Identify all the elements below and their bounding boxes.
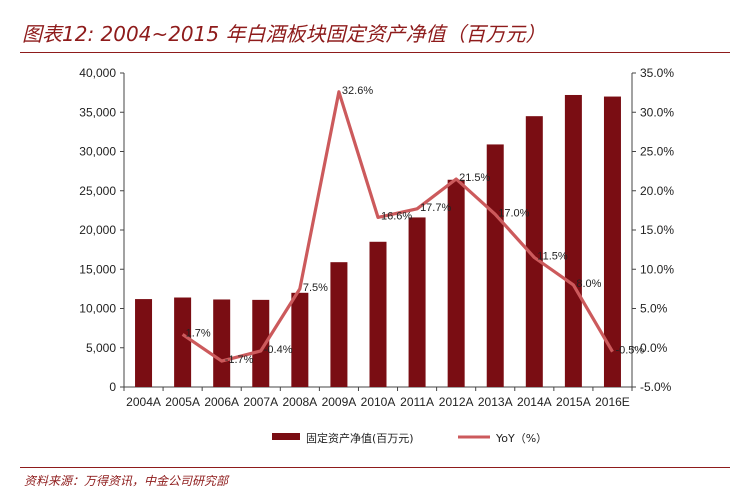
chart-title: 图表12: 2004~2015 年白酒板块固定资产净值（百万元） xyxy=(22,22,546,46)
yoy-data-label: -1.7% xyxy=(225,354,254,366)
x-tick-label: 2009A xyxy=(322,395,357,409)
y-left-tick-label: 5,000 xyxy=(86,341,116,355)
yoy-line xyxy=(181,90,614,363)
y-left-tick-label: 25,000 xyxy=(79,184,116,198)
bar xyxy=(330,262,348,387)
bar xyxy=(447,179,465,387)
bar xyxy=(486,144,504,387)
legend-bar-swatch xyxy=(272,433,300,440)
bar xyxy=(252,299,270,387)
yoy-data-label: -0.4% xyxy=(264,344,293,356)
x-tick-label: 2011A xyxy=(400,395,434,409)
y-left-tick-label: 0 xyxy=(109,380,116,394)
bar xyxy=(525,116,543,388)
yoy-data-label: 17.7% xyxy=(420,202,451,214)
y-left-tick-label: 30,000 xyxy=(79,145,116,159)
yoy-data-label: 8.0% xyxy=(576,278,601,290)
x-tick-label: 2008A xyxy=(282,395,317,409)
y-right-tick-label: 25.0% xyxy=(640,145,674,159)
y-right-tick-label: 0.0% xyxy=(640,341,668,355)
bar xyxy=(291,292,309,387)
y-right-tick-label: 35.0% xyxy=(640,66,674,80)
x-tick-label: 2013A xyxy=(478,395,513,409)
x-tick-label: 2012A xyxy=(439,395,474,409)
bar xyxy=(564,94,582,388)
yoy-data-label: 32.6% xyxy=(342,85,373,97)
combo-chart: 0 5,000 10,000 15,000 20,000 25,000 30,000 35,0… xyxy=(79,66,674,445)
x-tick-label: 2005A xyxy=(165,395,200,409)
chart-header: 图表12: 2004~2015 年白酒板块固定资产净值（百万元） xyxy=(0,0,750,57)
y-right-tick-label: 10.0% xyxy=(640,262,674,276)
y-left-tick-label: 20,000 xyxy=(79,223,116,237)
x-tick-label: 2016E xyxy=(595,395,630,409)
y-right-tick-label: -5.0% xyxy=(640,380,672,394)
yoy-data-label: -0.5% xyxy=(615,345,644,357)
y-left-tick-label: 10,000 xyxy=(79,302,116,316)
bar xyxy=(408,217,426,387)
source-note: 资料来源：万得资讯，中金公司研究部 xyxy=(24,474,229,488)
x-tick-label: 2014A xyxy=(517,395,552,409)
bar xyxy=(369,241,387,387)
yoy-data-label: 1.7% xyxy=(186,327,211,339)
yoy-data-label: 11.5% xyxy=(537,250,568,262)
y-right-tick-label: 15.0% xyxy=(640,223,674,237)
yoy-data-label: 7.5% xyxy=(303,282,328,294)
x-tick-label: 2015A xyxy=(556,395,591,409)
x-tick-label: 2004A xyxy=(126,395,161,409)
x-tick-label: 2010A xyxy=(361,395,396,409)
chart-area: 0 5,000 10,000 15,000 20,000 25,000 30,000 35,0… xyxy=(0,57,750,462)
y-left-tick-label: 15,000 xyxy=(79,262,116,276)
yoy-data-label: 16.6% xyxy=(381,210,412,222)
legend-line-label: YoY（%） xyxy=(495,432,547,445)
x-tick-label: 2006A xyxy=(204,395,239,409)
bar xyxy=(135,299,153,387)
footer-divider xyxy=(20,467,730,468)
bar xyxy=(213,299,231,387)
y-right-tick-label: 30.0% xyxy=(640,105,674,119)
title-divider xyxy=(20,52,730,53)
yoy-data-label: 21.5% xyxy=(459,172,490,184)
bar xyxy=(174,297,192,387)
y-left-tick-label: 35,000 xyxy=(79,105,116,119)
y-left-tick-label: 40,000 xyxy=(79,66,116,80)
bar xyxy=(603,96,621,388)
yoy-data-label: 17.0% xyxy=(498,207,529,219)
y-right-tick-label: 20.0% xyxy=(640,184,674,198)
legend-bar-label: 固定资产净值(百万元) xyxy=(306,431,414,445)
y-right-tick-label: 5.0% xyxy=(640,302,668,316)
x-tick-label: 2007A xyxy=(243,395,278,409)
